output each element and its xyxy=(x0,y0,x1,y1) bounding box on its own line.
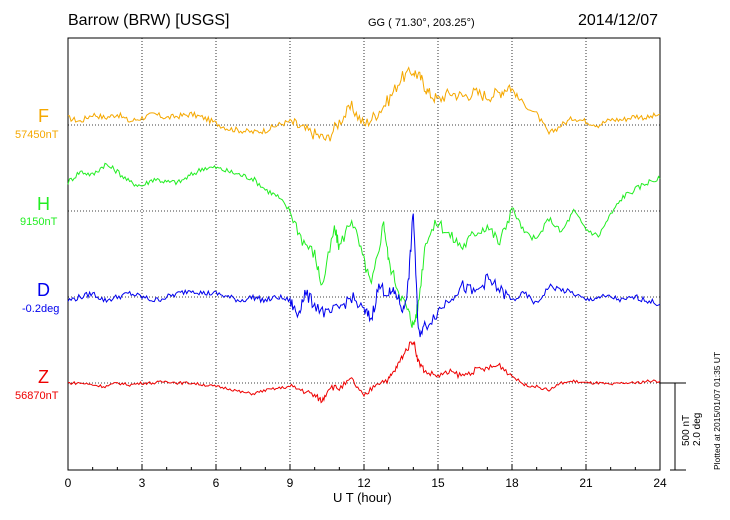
station-title: Barrow (BRW) [USGS] xyxy=(68,12,230,29)
plotted-timestamp: Plotted at 2015/01/07 01:35 UT xyxy=(712,351,722,470)
channel-label-h: H xyxy=(37,194,50,214)
x-tick-label: 18 xyxy=(505,476,519,490)
geographic-coords: GG ( 71.30°, 203.25°) xyxy=(368,17,475,29)
x-tick-label: 3 xyxy=(139,476,146,490)
baseline-label-f: 57450nT xyxy=(15,129,59,141)
scale-bar-nt: 500 nT xyxy=(681,414,692,446)
x-tick-label: 21 xyxy=(579,476,593,490)
x-tick-label: 12 xyxy=(357,476,371,490)
baseline-label-h: 9150nT xyxy=(20,216,58,228)
x-tick-label: 6 xyxy=(213,476,220,490)
channel-label-z: Z xyxy=(38,367,49,387)
series-line-f xyxy=(67,66,661,142)
baseline-label-d: -0.2deg xyxy=(22,303,60,315)
x-tick-label: 15 xyxy=(431,476,445,490)
x-axis-title: U T (hour) xyxy=(333,490,392,505)
x-tick-label: 0 xyxy=(65,476,72,490)
series-line-z xyxy=(67,340,661,404)
channel-label-d: D xyxy=(37,280,50,300)
baseline-label-z: 56870nT xyxy=(15,390,59,402)
x-tick-label: 9 xyxy=(287,476,294,490)
series-line-d xyxy=(67,213,661,338)
x-tick-label: 24 xyxy=(653,476,667,490)
channel-label-f: F xyxy=(38,106,49,126)
scale-bar-deg: 2.0 deg xyxy=(692,412,703,446)
series-line-h xyxy=(67,162,661,328)
plot-date: 2014/12/07 xyxy=(578,12,659,29)
scale-bar-label: 500 nT 2.0 deg xyxy=(681,413,703,446)
